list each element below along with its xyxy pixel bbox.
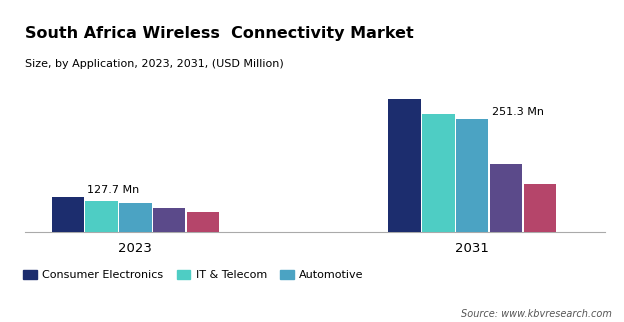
Bar [85,202,118,232]
Bar [187,212,219,232]
Bar [524,184,556,232]
Text: Size, by Application, 2023, 2031, (USD Million): Size, by Application, 2023, 2031, (USD M… [25,59,284,69]
Bar [422,114,454,232]
Bar [490,164,522,232]
Bar [456,119,489,232]
Text: South Africa Wireless  Connectivity Market: South Africa Wireless Connectivity Marke… [25,26,414,42]
Text: 127.7 Mn: 127.7 Mn [87,185,139,195]
Bar [119,204,152,232]
Bar [389,99,421,232]
Bar [52,197,84,232]
Text: Source: www.kbvresearch.com: Source: www.kbvresearch.com [461,309,612,319]
Text: 251.3 Mn: 251.3 Mn [492,107,544,117]
Legend: Consumer Electronics, IT & Telecom, Automotive: Consumer Electronics, IT & Telecom, Auto… [19,265,368,285]
Bar [153,208,185,232]
